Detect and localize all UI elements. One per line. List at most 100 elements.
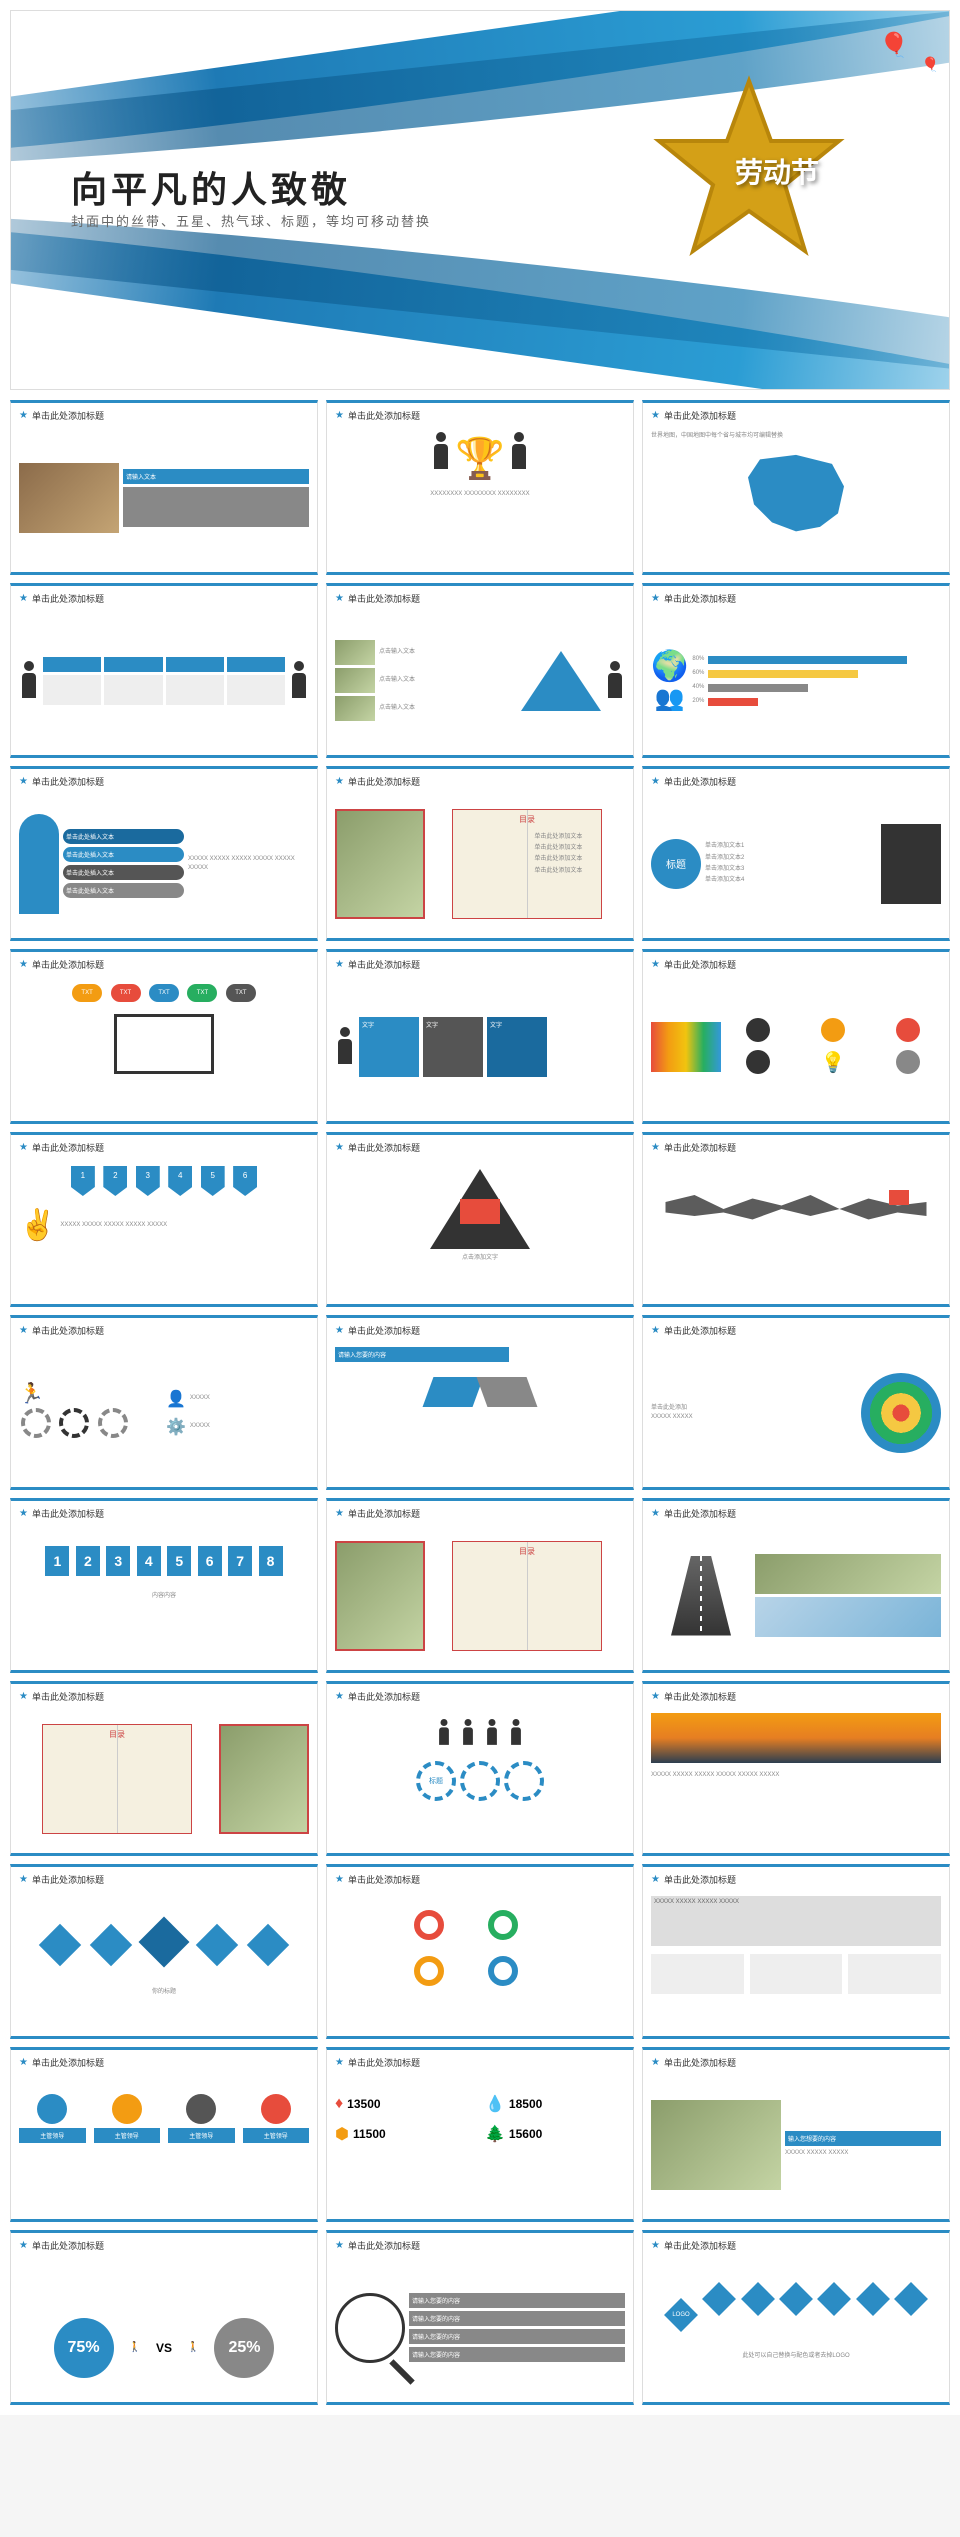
slide-thumbnail[interactable]: ★单击此处添加标题 1 2 3 4 5 6 ✌️ XXXXX XXXXX XXX… [10,1132,318,1307]
role-label: 主管领导 [243,2128,310,2143]
slide-thumbnail[interactable]: ★单击此处添加标题 目录 [10,1681,318,1856]
star-icon: ★ [651,959,660,970]
person-icon [431,432,451,472]
person-icon [509,1719,523,1747]
image-placeholder [19,463,119,533]
slide-thumbnail[interactable]: ★单击此处添加标题 🏆 XXXXXXXX XXXXXXXX XXXXXXXX [326,400,634,575]
diamond-icon [89,1924,131,1966]
text-box [43,675,101,705]
slide-title: 单击此处添加标题 [32,1873,104,1886]
slide-thumbnail[interactable]: ★单击此处添加标题 [642,1498,950,1673]
note-text: 此处可以自己替换与配色或者去掉LOGO [651,2352,941,2360]
text-box [227,657,285,672]
number-block: 3 [106,1546,130,1576]
stat-icon: 🌲 [485,2124,505,2144]
slide-thumbnail[interactable]: ★ 单击此处添加标题 [10,583,318,758]
slide-thumbnail[interactable]: ★单击此处添加标题 目录 单击此处添加文本 单击此处添加文本 单击此处添加文本 … [326,766,634,941]
slide-title: 单击此处添加标题 [348,2056,420,2069]
slide-thumbnail[interactable]: ★单击此处添加标题 TXT TXT TXT TXT TXT [10,949,318,1124]
star-icon: ★ [19,593,28,604]
slide-title: 单击此处添加标题 [348,775,420,788]
percent-left: 75% [54,2318,114,2378]
donut-icon [488,1956,518,1986]
slide-thumbnail[interactable]: ★单击此处添加标题 点击添加文字 [326,1132,634,1307]
star-icon: ★ [335,2240,344,2251]
book-graphic: 目录 [42,1724,192,1834]
star-icon: ★ [651,776,660,787]
person-icon [509,432,529,472]
logo-diamond [741,2282,775,2316]
slide-thumbnail[interactable]: ★单击此处添加标题 标题 [326,1681,634,1856]
number-block: 4 [137,1546,161,1576]
slide-thumbnail[interactable]: ★单击此处添加标题 主管领导 主管领导 主管领导 主管领导 [10,2047,318,2222]
list-item: 单击添加文本3 [705,865,877,873]
slide-title: 单击此处添加标题 [348,1690,420,1703]
swot-diagram [335,1377,625,1412]
cloud-icon: TXT [187,984,217,1002]
logo-diamond [779,2282,813,2316]
star-icon: ★ [19,1874,28,1885]
slide-thumbnail[interactable]: ★单击此处添加标题 请输入您要的内容 请输入您要的内容 请输入您要的内容 请输入… [326,2230,634,2405]
slide-title: 单击此处添加标题 [32,592,104,605]
slide-thumbnail[interactable]: ★单击此处添加标题 文字 文字 文字 [326,949,634,1124]
slide-thumbnail[interactable]: ★单击此处添加标题 标题 单击添加文本1 单击添加文本2 单击添加文本3 单击添… [642,766,950,941]
triangle-chart [430,1169,530,1249]
slide-thumbnail[interactable]: ★单击此处添加标题 点击输入文本 点击输入文本 点击输入文本 [326,583,634,758]
number-block: 7 [228,1546,252,1576]
star-icon: ★ [19,1691,28,1702]
percent-right: 25% [214,2318,274,2378]
slide-thumbnail[interactable]: ★单击此处添加标题 目录 [326,1498,634,1673]
toc-item: 单击此处添加文本 [534,844,597,852]
slide-thumbnail[interactable]: ★单击此处添加标题 世界地图，中国地图中每个省与城市均可编辑替换 [642,400,950,575]
text-box [227,675,285,705]
text-box [123,487,309,527]
slide-thumbnail[interactable]: ★单击此处添加标题 单击此处插入文本 单击此处插入文本 单击此处插入文本 单击此… [10,766,318,941]
slide-thumbnail[interactable]: ★单击此处添加标题 🌍 👥 80% 60% 40% 20% [642,583,950,758]
slide-thumbnail[interactable]: ★单击此处添加标题 [326,1864,634,2039]
center-label: 你的标题 [19,1988,309,1996]
cover-subtitle: 封面中的丝带、五星、热气球、标题，等均可移动替换 [71,211,431,230]
slide-thumbnail[interactable]: ★单击此处添加标题 [642,1132,950,1307]
slide-thumbnail[interactable]: ★ 单击此处添加标题 你的标题 [10,1864,318,2039]
image-placeholder [335,696,375,721]
trophy-icon: 🏆 [455,437,505,481]
slide-title: 单击此处添加标题 [32,2239,104,2252]
timeline-item: 1 [71,1166,95,1196]
image-placeholder [335,809,425,919]
star-icon: ★ [651,2240,660,2251]
text-box [166,657,224,672]
slide-thumbnail[interactable]: ★单击此处添加标题 🏃 👤XXXXX ⚙️XXXXX [10,1315,318,1490]
vs-label: VS [156,2341,172,2355]
diamond-icon [39,1924,81,1966]
gear-icon [98,1408,128,1438]
image-placeholder [651,2100,781,2190]
slide-thumbnail[interactable]: ★单击此处添加标题 请输入您要的内容 [326,1315,634,1490]
list-item: 请输入您要的内容 [409,2329,625,2344]
number-block: 2 [76,1546,100,1576]
slide-thumbnail[interactable]: ★单击此处添加标题 75% 🚶 VS 🚶 25% [10,2230,318,2405]
slide-thumbnail[interactable]: ★单击此处添加标题 💡 [642,949,950,1124]
star-icon: ★ [19,410,28,421]
slide-thumbnail[interactable]: ★单击此处添加标题 ♦13500 💧18500 ⬢11500 🌲15600 [326,2047,634,2222]
slide-thumbnail[interactable]: ★单击此处添加标题 LOGO 此处可以自己替换与配色或者去掉LOGO [642,2230,950,2405]
icon-circle [746,1018,770,1042]
text-box [166,675,224,705]
logo-diamond [817,2282,851,2316]
text-label: 点击输入文本 [379,648,415,656]
image-placeholder [881,824,941,904]
star-icon: ★ [335,959,344,970]
stat-value: 18500 [509,2097,542,2111]
globe-icon: 🌍 [651,649,688,684]
timeline-item: 4 [168,1166,192,1196]
slide-thumbnail[interactable]: ★单击此处添加标题 请输入文本 [10,400,318,575]
slide-thumbnail[interactable]: ★单击此处添加标题 XXXXX XXXXX XXXXX XXXXX XXXXX … [642,1681,950,1856]
person-icon [335,1027,355,1067]
slide-thumbnail[interactable]: ★单击此处添加标题 XXXXX XXXXX XXXXX XXXXX [642,1864,950,2039]
star-icon: ★ [335,1874,344,1885]
slide-title: 单击此处添加标题 [664,1324,736,1337]
slide-thumbnail[interactable]: ★单击此处添加标题 输入您想要的内容 XXXXX XXXXX XXXXX [642,2047,950,2222]
slide-thumbnail[interactable]: ★单击此处添加标题 单击此处添加XXXXX XXXXX [642,1315,950,1490]
star-icon: ★ [651,1325,660,1336]
slide-thumbnail[interactable]: ★单击此处添加标题 1 2 3 4 5 6 7 8 内容内容 [10,1498,318,1673]
person-icon [437,1719,451,1747]
